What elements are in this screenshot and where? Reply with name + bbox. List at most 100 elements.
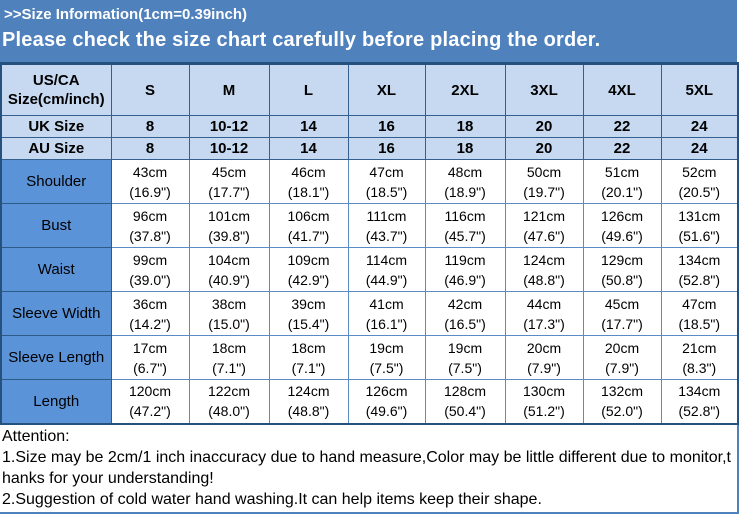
corner-header-cell: US/CA Size(cm/inch): [0, 63, 112, 116]
shoulder-row: Shoulder 43cm (16.9") 45cm (17.7") 46cm (18…: [0, 159, 739, 204]
cm-value: 134cm: [678, 383, 721, 400]
measurement-cell: 124cm (48.8"): [504, 247, 584, 292]
cm-value: 122cm: [207, 383, 251, 400]
au-size-cell: 24: [660, 137, 739, 160]
measurement-cell: 106cm (41.7"): [268, 203, 349, 248]
inch-value: (18.9"): [444, 183, 486, 200]
cm-value: 47cm: [369, 163, 404, 180]
measurement-cell: 134cm (52.8"): [660, 379, 739, 424]
inch-value: (49.6"): [365, 403, 408, 420]
size-column-header: L: [268, 63, 349, 116]
measurement-cell: 45cm (17.7"): [188, 159, 270, 204]
measurement-cell: 42cm (16.5"): [424, 291, 506, 336]
inch-value: (6.7"): [133, 359, 167, 376]
size-column-header: 2XL: [424, 63, 506, 116]
au-size-cell: 16: [347, 137, 426, 160]
inch-value: (41.7"): [287, 227, 330, 244]
measurement-cell: 21cm (8.3"): [660, 335, 739, 380]
size-column-header: 4XL: [582, 63, 662, 116]
measurement-cell: 17cm (6.7"): [110, 335, 190, 380]
inch-value: (44.9"): [365, 271, 408, 288]
inch-value: (17.7"): [601, 315, 643, 332]
measurement-cell: 20cm (7.9"): [504, 335, 584, 380]
cm-value: 129cm: [600, 251, 644, 268]
cm-value: 20cm: [526, 339, 562, 356]
inch-value: (39.0"): [129, 271, 171, 288]
au-size-cell: 10-12: [188, 137, 270, 160]
size-column-header: M: [188, 63, 270, 116]
size-column-header: S: [110, 63, 190, 116]
corner-header-line2: Size(cm/inch): [7, 91, 105, 108]
measurement-cell: 45cm (17.7"): [582, 291, 662, 336]
cm-value: 17cm: [132, 339, 168, 356]
measurement-cell: 126cm (49.6"): [347, 379, 426, 424]
uk-size-cell: 18: [424, 115, 506, 138]
measurement-cell: 109cm (42.9"): [268, 247, 349, 292]
bust-row: Bust 96cm (37.8") 101cm (39.8") 106cm (41.7…: [0, 203, 739, 248]
size-column-header: 3XL: [504, 63, 584, 116]
au-size-cell: 22: [582, 137, 662, 160]
uk-size-cell: 20: [504, 115, 584, 138]
uk-size-cell: 14: [268, 115, 349, 138]
row-label-bust: Bust: [0, 203, 112, 248]
cm-value: 121cm: [522, 207, 566, 224]
measurement-cell: 101cm (39.8"): [188, 203, 270, 248]
measurement-cell: 124cm (48.8"): [268, 379, 349, 424]
cm-value: 124cm: [287, 383, 330, 400]
cm-value: 42cm: [447, 295, 483, 312]
measurement-cell: 126cm (49.6"): [582, 203, 662, 248]
uk-size-cell: 10-12: [188, 115, 270, 138]
measurement-cell: 131cm (51.6"): [660, 203, 739, 248]
cm-value: 99cm: [132, 251, 168, 268]
cm-value: 101cm: [207, 207, 251, 224]
measurement-cell: 36cm (14.2"): [110, 291, 190, 336]
inch-value: (39.8"): [208, 227, 250, 244]
cm-value: 119cm: [444, 251, 486, 268]
cm-value: 134cm: [678, 251, 721, 268]
measurement-cell: 52cm (20.5"): [660, 159, 739, 204]
uk-size-row-label: UK Size: [0, 115, 112, 138]
measurement-cell: 19cm (7.5"): [347, 335, 426, 380]
cm-value: 111cm: [366, 207, 407, 224]
cm-value: 18cm: [291, 339, 326, 356]
length-row: Length 120cm (47.2") 122cm (48.0") 124cm (4…: [0, 379, 739, 424]
cm-value: 52cm: [682, 163, 717, 180]
banner-subtitle: Please check the size chart carefully be…: [2, 29, 601, 51]
row-label-sleeve-width: Sleeve Width: [0, 291, 112, 336]
cm-value: 51cm: [604, 163, 640, 180]
inch-value: (16.5"): [444, 315, 486, 332]
inch-value: (50.8"): [601, 271, 643, 288]
cm-value: 131cm: [678, 207, 721, 224]
cm-value: 106cm: [287, 207, 330, 224]
cm-value: 120cm: [128, 383, 172, 400]
inch-value: (49.6"): [601, 227, 643, 244]
inch-value: (15.0"): [208, 315, 250, 332]
measurement-cell: 134cm (52.8"): [660, 247, 739, 292]
inch-value: (19.7"): [523, 183, 565, 200]
measurement-cell: 116cm (45.7"): [424, 203, 506, 248]
inch-value: (15.4"): [287, 315, 330, 332]
inch-value: (52.8"): [678, 403, 721, 420]
size-column-header: XL: [347, 63, 426, 116]
inch-value: (14.2"): [129, 315, 171, 332]
au-size-cell: 20: [504, 137, 584, 160]
measurement-cell: 128cm (50.4"): [424, 379, 506, 424]
inch-value: (47.2"): [129, 403, 171, 420]
cm-value: 47cm: [682, 295, 717, 312]
inch-value: (43.7"): [365, 227, 408, 244]
cm-value: 44cm: [526, 295, 562, 312]
inch-value: (7.9"): [605, 359, 639, 376]
inch-value: (48.0"): [208, 403, 250, 420]
measurement-cell: 38cm (15.0"): [188, 291, 270, 336]
uk-size-cell: 8: [110, 115, 190, 138]
inch-value: (51.2"): [523, 403, 565, 420]
inch-value: (18.5"): [678, 315, 721, 332]
measurement-cell: 129cm (50.8"): [582, 247, 662, 292]
measurement-cell: 119cm (46.9"): [424, 247, 506, 292]
measurement-cell: 44cm (17.3"): [504, 291, 584, 336]
inch-value: (45.7"): [444, 227, 486, 244]
inch-value: (20.1"): [601, 183, 643, 200]
inch-value: (52.0"): [601, 403, 643, 420]
measurement-cell: 39cm (15.4"): [268, 291, 349, 336]
measurement-cell: 99cm (39.0"): [110, 247, 190, 292]
